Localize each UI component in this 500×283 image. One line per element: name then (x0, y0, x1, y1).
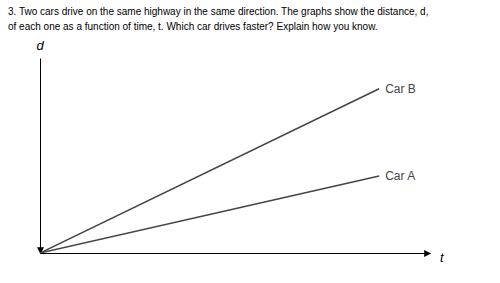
series-label: Car B (385, 82, 416, 96)
series-line (40, 89, 379, 253)
plot: Car B Car A d t (36, 38, 445, 265)
chart: 3. Two cars drive on the same highway in… (0, 0, 500, 283)
series-label: Car A (385, 169, 415, 183)
subtitle: of each one as a function of time, t. Wh… (8, 21, 378, 32)
y-axis (40, 59, 41, 254)
title: 3. Two cars drive on the same highway in… (8, 6, 428, 17)
x-axis-line (41, 253, 431, 254)
x-axis (41, 253, 431, 254)
x-axis-label: t (440, 250, 445, 265)
series-line (40, 176, 379, 253)
y-axis-line (40, 59, 41, 254)
y-axis-label: d (36, 38, 44, 53)
lines (40, 89, 379, 253)
